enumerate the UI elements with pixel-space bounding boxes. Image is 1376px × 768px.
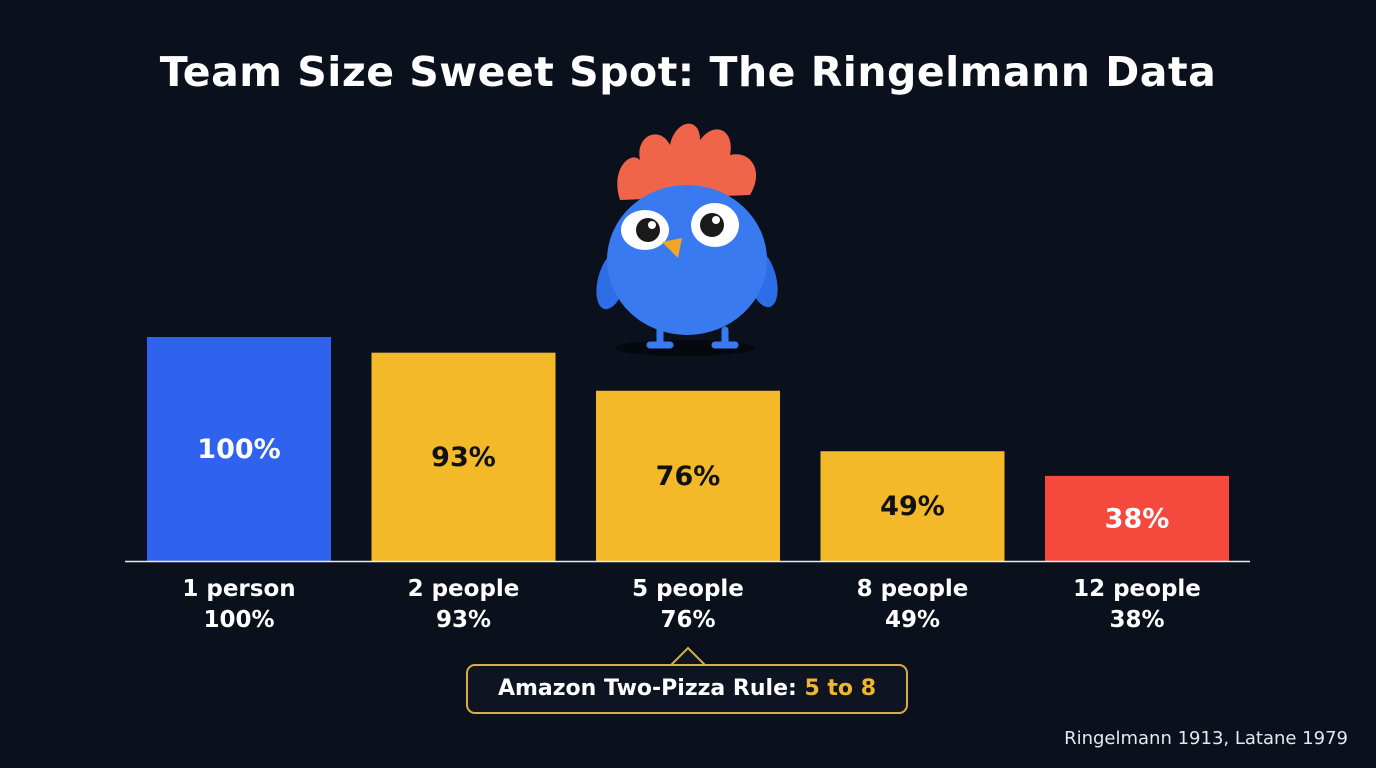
bar-2	[596, 390, 780, 561]
bird-mascot-icon	[596, 123, 778, 356]
bar-label: 76%	[656, 461, 721, 492]
category-name: 2 people	[407, 576, 520, 602]
category-label: 12 people 38%	[1025, 574, 1249, 636]
category-name: 8 people	[856, 576, 969, 602]
category-value: 100%	[203, 607, 275, 633]
category-name: 5 people	[632, 576, 744, 602]
category-value: 76%	[660, 607, 716, 633]
bar-label: 93%	[431, 442, 496, 473]
callout-pointer	[670, 646, 706, 667]
bar-1	[371, 352, 556, 561]
bar-3	[820, 451, 1005, 561]
category-value: 38%	[1109, 607, 1165, 633]
bar-4	[1045, 475, 1229, 561]
chart-title: Team Size Sweet Spot: The Ringelmann Dat…	[159, 48, 1217, 96]
two-pizza-callout: Amazon Two-Pizza Rule: 5 to 8	[466, 664, 908, 714]
category-value: 93%	[435, 607, 492, 633]
source-citation: Ringelmann 1913, Latane 1979	[1064, 728, 1348, 749]
bar-label: 100%	[197, 434, 280, 465]
bar-0	[147, 337, 331, 561]
category-label: 2 people 93%	[352, 574, 576, 636]
bar-label: 49%	[880, 491, 945, 522]
callout-text: Amazon Two-Pizza Rule:	[497, 676, 805, 701]
callout-highlight: 5 to 8	[804, 676, 877, 701]
category-label: 8 people 49%	[801, 574, 1025, 636]
category-label: 1 person 100%	[127, 574, 351, 636]
bar-label: 38%	[1105, 503, 1170, 534]
category-name: 1 person	[182, 576, 296, 602]
category-label: 5 people 76%	[576, 574, 800, 636]
category-name: 12 people	[1073, 576, 1201, 602]
category-value: 49%	[884, 607, 941, 633]
